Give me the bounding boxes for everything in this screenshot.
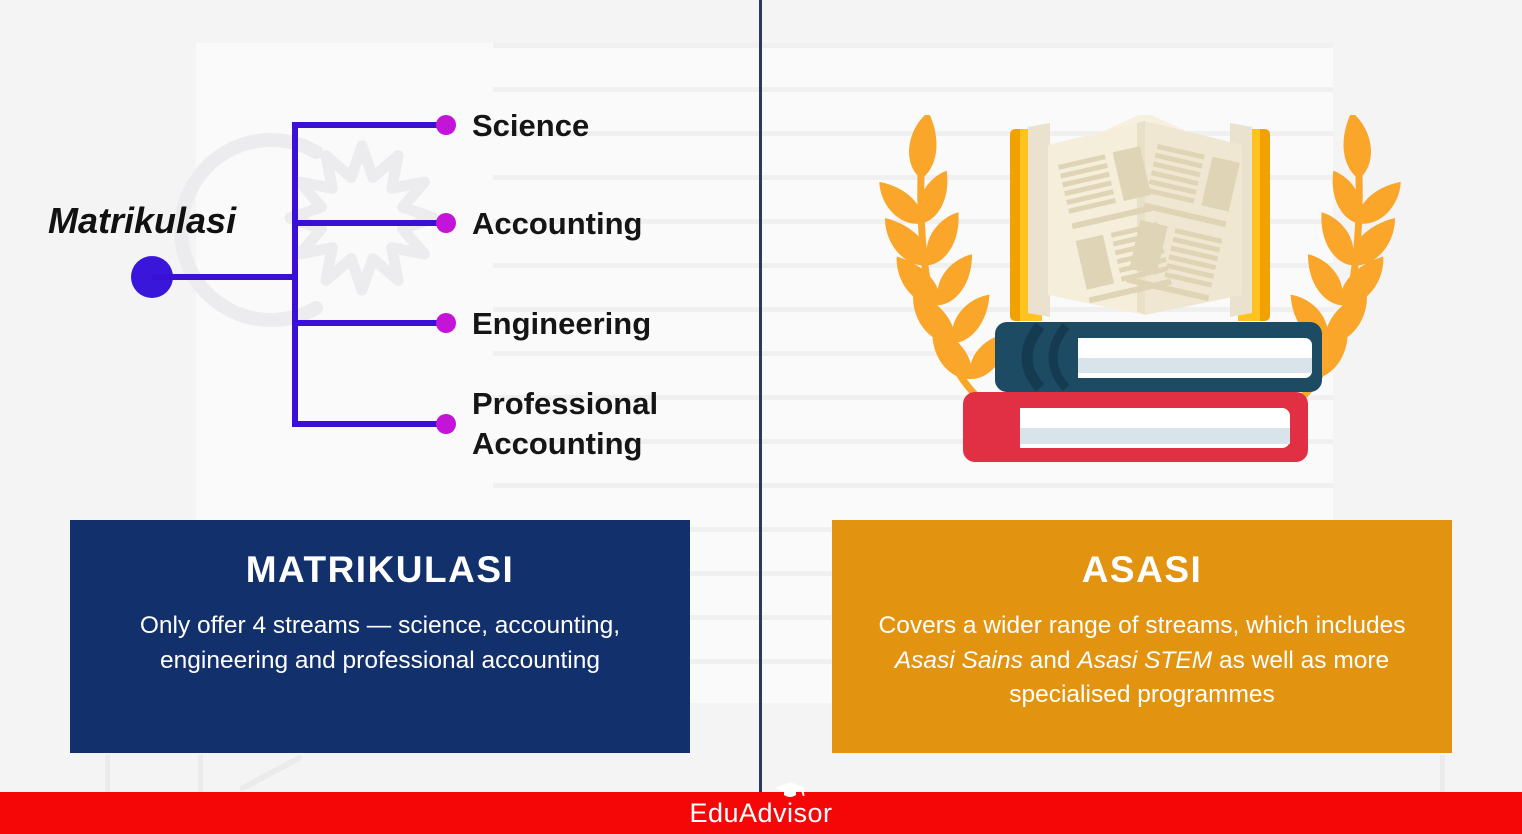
matrikulasi-info-card: MATRIKULASI Only offer 4 streams — scien… — [70, 520, 690, 753]
tree-branch-dot — [436, 414, 456, 434]
watermark-line — [198, 755, 203, 792]
graduation-cap-icon — [775, 782, 806, 797]
tree-branch-line — [292, 421, 442, 427]
open-book-on-stack-with-laurels-icon — [860, 115, 1420, 462]
asasi-info-card: ASASI Covers a wider range of streams, w… — [832, 520, 1452, 753]
eduadvisor-logo: EduAdv isor — [689, 782, 833, 834]
branch-label-professional-accounting: Professional Accounting — [472, 386, 659, 461]
footer-bar: EduAdv isor — [0, 782, 1522, 834]
tree-trunk-line — [292, 122, 298, 427]
asasi-card-title: ASASI — [1081, 549, 1203, 590]
tree-root-connector — [152, 274, 292, 280]
tree-branch-line — [292, 320, 442, 326]
logo-text-i: i — [787, 798, 794, 828]
branch-label-science: Science — [472, 108, 590, 143]
asasi-card-body: Covers a wider range of streams, which i… — [878, 612, 1406, 708]
tree-branch-line — [292, 122, 442, 128]
tree-branch-line — [292, 220, 442, 226]
watermark-line — [105, 755, 110, 792]
branch-label-accounting: Accounting — [472, 206, 643, 241]
center-divider-line — [759, 0, 762, 792]
tree-branch-dot — [436, 313, 456, 333]
tree-branch-dot — [436, 213, 456, 233]
matrikulasi-card-body: Only offer 4 streams — science, accounti… — [139, 612, 621, 674]
tree-root-label: Matrikulasi — [48, 200, 237, 241]
branch-label-engineering: Engineering — [472, 306, 652, 341]
logo-text-post: sor — [793, 798, 833, 828]
logo-text-pre: EduAdv — [689, 798, 788, 828]
open-book-icon — [1010, 115, 1270, 321]
watermark-line — [1440, 755, 1445, 792]
tree-branch-dot — [436, 115, 456, 135]
matrikulasi-card-title: MATRIKULASI — [245, 549, 515, 590]
laurel-branch-left-icon — [869, 115, 1013, 403]
teal-book-icon — [995, 322, 1322, 392]
watermark-line — [238, 753, 304, 793]
red-book-icon — [963, 392, 1308, 462]
